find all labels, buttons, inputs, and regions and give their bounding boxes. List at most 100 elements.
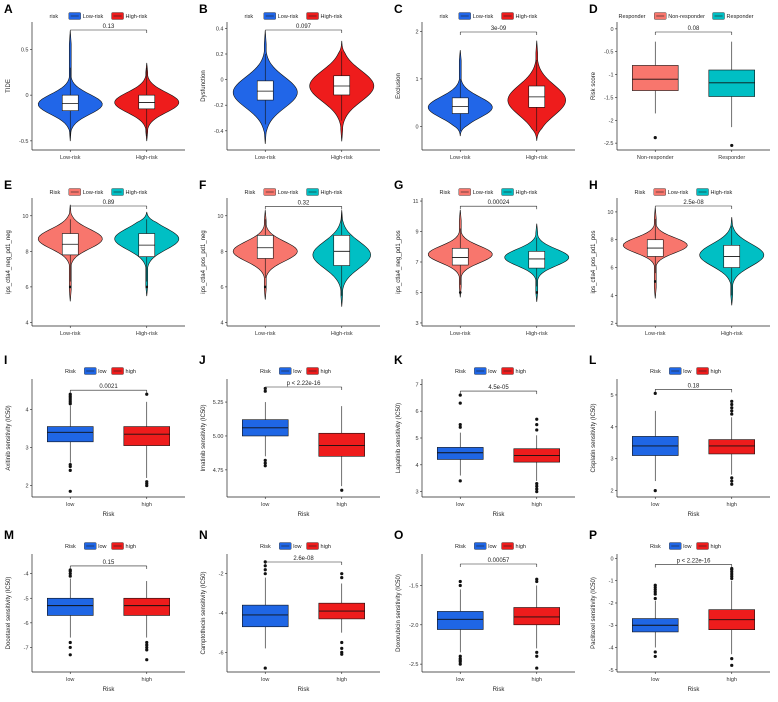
- y-tick-label: 0.4: [216, 26, 224, 32]
- legend: Risk Low-risk High-risk: [635, 188, 732, 196]
- legend-label: High-risk: [126, 14, 148, 20]
- y-tick-label: 0: [610, 556, 613, 562]
- legend-swatch-high-risk: [501, 12, 514, 20]
- legend: Risk low high: [260, 367, 331, 375]
- y-axis-label: Risk score: [591, 71, 597, 100]
- outlier-point: [535, 654, 539, 658]
- x-tick-label: High-risk: [331, 331, 353, 337]
- violin-low-risk: [427, 50, 493, 137]
- p-value-label: 0.18: [688, 383, 700, 389]
- outlier-point: [68, 653, 72, 657]
- legend-swatch-low-risk: [68, 188, 81, 196]
- outlier-point: [535, 291, 539, 294]
- outlier-point: [68, 468, 72, 472]
- legend-swatch-high-risk: [696, 188, 709, 196]
- legend-swatch-low: [474, 367, 487, 375]
- y-axis-label: Camptothecin sensitivity (IC50): [201, 571, 207, 654]
- outlier-point: [458, 654, 462, 658]
- legend-title: Risk: [650, 369, 661, 375]
- outlier-point: [730, 574, 734, 578]
- outlier-point: [458, 291, 462, 294]
- x-tick-label: Low-risk: [255, 155, 276, 161]
- p-value-label: 0.00024: [488, 200, 510, 206]
- legend-label: high: [126, 369, 136, 375]
- outlier-point: [145, 658, 149, 662]
- legend-swatch-low-risk: [263, 188, 276, 196]
- y-tick-label: 5: [415, 436, 418, 442]
- outlier-point: [653, 588, 657, 592]
- box-low: [436, 393, 484, 483]
- outlier-point: [458, 422, 462, 427]
- y-tick-label: 11: [413, 199, 419, 205]
- violin-low-risk: [622, 207, 688, 299]
- legend-label: high: [711, 544, 721, 550]
- outlier-point: [145, 392, 149, 396]
- outlier-point: [68, 464, 72, 469]
- box-low: [631, 391, 679, 493]
- outlier-point: [145, 648, 149, 652]
- legend-swatch-low-risk: [68, 12, 81, 20]
- outlier-point: [535, 579, 539, 584]
- x-axis-label: Risk: [298, 512, 311, 518]
- p-value-label: 0.00057: [488, 558, 510, 564]
- significance-bracket: 2.5e-08: [654, 200, 733, 209]
- legend: Risk low high: [65, 542, 136, 550]
- y-axis-label: ips_ctla4_neg_pd1_pos: [396, 230, 402, 293]
- outlier-point: [535, 484, 539, 488]
- x-tick-label: High-risk: [331, 155, 353, 161]
- outlier-point: [263, 461, 267, 465]
- panel-H: H Risk Low-risk High-risk 2 4 6 8 10 ips_ctla4_po…: [589, 178, 770, 337]
- legend-swatch-low-risk: [458, 188, 471, 196]
- x-tick-label: High-risk: [136, 155, 158, 161]
- p-value-label: p < 2.22e-16: [287, 381, 322, 387]
- y-tick-label: 6: [610, 266, 613, 272]
- box-responder: [708, 41, 755, 148]
- p-value-label: 4.5e-05: [488, 385, 509, 391]
- panel-M: M Risk low high -4 -5 -6 -7 Docetaxel sensitivit…: [4, 528, 185, 693]
- outlier-point: [458, 662, 462, 666]
- x-axis-label: Risk: [688, 687, 701, 693]
- outlier-point: [653, 650, 657, 654]
- legend: Risk low high: [260, 542, 331, 550]
- violin-high-risk: [507, 40, 566, 141]
- legend-label: low: [98, 369, 106, 375]
- legend-swatch-low: [474, 542, 487, 550]
- legend-swatch-high: [501, 367, 514, 375]
- y-axis-label: Dysfunction: [201, 70, 207, 101]
- legend: Risk low high: [65, 367, 136, 375]
- legend: Risk Low-risk High-risk: [50, 188, 147, 196]
- outlier-point: [340, 576, 344, 580]
- p-value-label: 0.32: [298, 200, 310, 206]
- y-tick-label: 0.2: [216, 52, 224, 58]
- outlier-point: [340, 640, 344, 645]
- legend-label: low: [683, 544, 691, 550]
- outlier-point: [263, 564, 267, 568]
- y-tick-label: -2.0: [409, 623, 418, 629]
- panel-label: F: [199, 178, 206, 192]
- legend-swatch-high: [501, 542, 514, 550]
- y-tick-label: 6: [220, 285, 223, 291]
- panel-label: H: [589, 178, 598, 192]
- outlier-point: [730, 409, 734, 413]
- panel-label: I: [4, 353, 7, 367]
- legend: Responder Non-responder Responder: [619, 12, 754, 20]
- box-low: [46, 392, 94, 493]
- outlier-point: [653, 590, 657, 594]
- legend: risk Low-risk High-risk: [245, 12, 342, 20]
- outlier-point: [535, 481, 539, 486]
- y-tick-label: -5: [24, 596, 29, 602]
- y-tick-label: -4: [24, 572, 29, 578]
- y-tick-label: -7: [24, 645, 29, 651]
- significance-bracket: 0.00024: [459, 200, 538, 210]
- y-tick-label: 9: [415, 230, 418, 236]
- y-tick-label: 6: [25, 285, 28, 291]
- legend-swatch-high: [306, 367, 319, 375]
- y-tick-label: -3: [609, 623, 614, 629]
- outlier-point: [68, 489, 72, 493]
- y-tick-label: 5: [610, 393, 613, 399]
- y-tick-label: 1: [415, 77, 418, 83]
- outlier-point: [730, 566, 734, 571]
- box-high: [708, 399, 755, 486]
